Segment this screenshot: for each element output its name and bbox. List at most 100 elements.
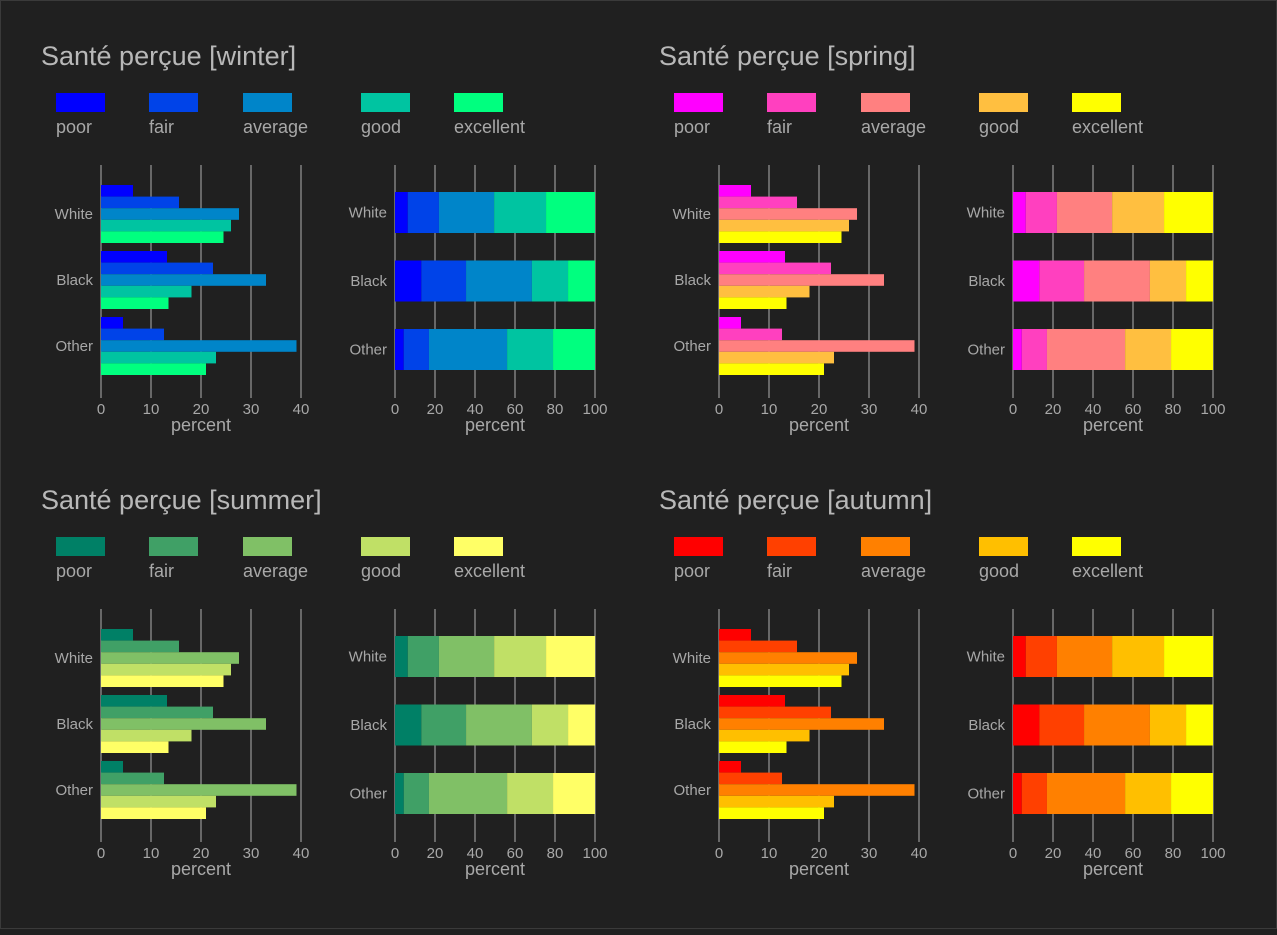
legend-swatch-good: [979, 93, 1028, 112]
x-tick-label: 40: [1085, 401, 1102, 418]
bar-other-good: [101, 795, 216, 808]
legend-swatch-poor: [674, 93, 723, 112]
stack-chart: 0 20 40 60 80 100 percent White Black Other: [349, 609, 608, 879]
panel-3: Santé perçue [autumn] poor fair average good…: [659, 485, 1226, 879]
legend-swatch-poor: [56, 537, 105, 556]
x-tick-label: 20: [427, 401, 444, 418]
bar-black-average: [101, 274, 266, 286]
x-tick-label: 10: [761, 401, 778, 418]
bar-white-fair: [719, 196, 797, 209]
x-tick-label: 60: [1125, 845, 1142, 862]
bar-other-poor: [719, 317, 741, 329]
x-tick-label: 20: [193, 845, 210, 862]
legend-label-good: good: [979, 117, 1019, 137]
legend-label-excellent: excellent: [454, 117, 525, 137]
legend-swatch-average: [861, 93, 910, 112]
bar-white-excellent: [101, 231, 224, 243]
legend-swatch-fair: [149, 537, 198, 556]
panel-1: Santé perçue [spring] poor fair average good…: [659, 41, 1226, 435]
bar-other-excellent: [719, 807, 824, 819]
legend-label-poor: poor: [674, 117, 710, 137]
bar-white-poor: [719, 629, 751, 641]
bar-other-fair: [719, 772, 782, 785]
x-tick-label: 40: [293, 845, 310, 862]
legend-label-poor: poor: [56, 561, 92, 581]
y-category-label: Other: [967, 786, 1005, 803]
stacked-bar-white-average: [438, 636, 495, 677]
x-tick-label: 30: [861, 845, 878, 862]
bar-other-poor: [101, 761, 123, 773]
stacked-bar-white-average: [1056, 636, 1113, 677]
x-tick-label: 0: [715, 845, 723, 862]
stacked-bar-black-fair: [1039, 260, 1085, 302]
legend-label-average: average: [243, 561, 308, 581]
bar-black-fair: [101, 262, 213, 275]
stacked-bar-other-poor: [395, 773, 404, 814]
panel-0: Santé perçue [winter] poor fair average good…: [41, 41, 608, 435]
bar-white-fair: [101, 196, 179, 209]
x-tick-label: 100: [582, 845, 607, 862]
legend-label-poor: poor: [56, 117, 92, 137]
bar-white-poor: [101, 185, 133, 197]
stacked-bar-black-average: [466, 704, 532, 746]
x-axis-label: percent: [789, 415, 849, 435]
x-tick-label: 0: [1009, 401, 1017, 418]
stacked-bar-other-fair: [403, 329, 429, 370]
x-tick-label: 0: [391, 401, 399, 418]
stacked-bar-black-good: [531, 704, 569, 746]
legend-swatch-excellent: [1072, 93, 1121, 112]
legend-swatch-poor: [674, 537, 723, 556]
bar-other-excellent: [101, 807, 206, 819]
bar-black-good: [719, 729, 810, 742]
legend: poor fair average good excellent: [674, 93, 1143, 137]
legend-swatch-excellent: [1072, 537, 1121, 556]
stacked-bar-white-good: [494, 192, 547, 233]
x-tick-label: 40: [911, 845, 928, 862]
stacked-bar-black-good: [1149, 260, 1187, 302]
bar-black-good: [101, 729, 192, 742]
bar-other-good: [101, 351, 216, 364]
stacked-bar-other-good: [507, 329, 554, 370]
y-category-label: White: [673, 650, 711, 667]
bar-white-good: [101, 219, 231, 232]
x-tick-label: 10: [143, 845, 160, 862]
x-tick-label: 100: [582, 401, 607, 418]
stacked-bar-white-average: [1056, 192, 1113, 233]
y-category-label: White: [55, 650, 93, 667]
stack-chart: 0 20 40 60 80 100 percent White Black Other: [967, 609, 1226, 879]
legend-label-excellent: excellent: [454, 561, 525, 581]
stacked-bar-white-fair: [407, 636, 439, 677]
legend-label-average: average: [861, 561, 926, 581]
stacked-bar-other-average: [1046, 773, 1126, 814]
stacked-bar-white-excellent: [546, 192, 595, 233]
bar-black-excellent: [719, 297, 787, 309]
legend-swatch-excellent: [454, 537, 503, 556]
y-category-label: Black: [674, 716, 711, 733]
stacked-bar-other-average: [428, 773, 508, 814]
x-tick-label: 80: [1165, 845, 1182, 862]
x-tick-label: 20: [811, 401, 828, 418]
x-tick-label: 0: [97, 845, 105, 862]
legend-label-average: average: [243, 117, 308, 137]
x-tick-label: 0: [97, 401, 105, 418]
stacked-bar-other-average: [1046, 329, 1126, 370]
y-category-label: Other: [673, 338, 711, 355]
bar-black-good: [719, 285, 810, 298]
legend-swatch-average: [243, 537, 292, 556]
stacked-bar-white-good: [1112, 636, 1165, 677]
bar-other-excellent: [101, 363, 206, 375]
x-tick-label: 40: [911, 401, 928, 418]
legend-label-good: good: [361, 561, 401, 581]
bar-black-average: [101, 718, 266, 730]
stacked-bar-other-fair: [1021, 773, 1047, 814]
stacked-bar-white-excellent: [1164, 636, 1213, 677]
x-axis-label: percent: [789, 859, 849, 879]
y-category-label: White: [673, 206, 711, 223]
bar-white-good: [719, 219, 849, 232]
stack-chart: 0 20 40 60 80 100 percent White Black Other: [349, 165, 608, 435]
legend-swatch-fair: [767, 537, 816, 556]
stacked-bar-white-good: [494, 636, 547, 677]
bar-white-average: [719, 652, 857, 664]
stacked-bar-white-fair: [1025, 192, 1057, 233]
